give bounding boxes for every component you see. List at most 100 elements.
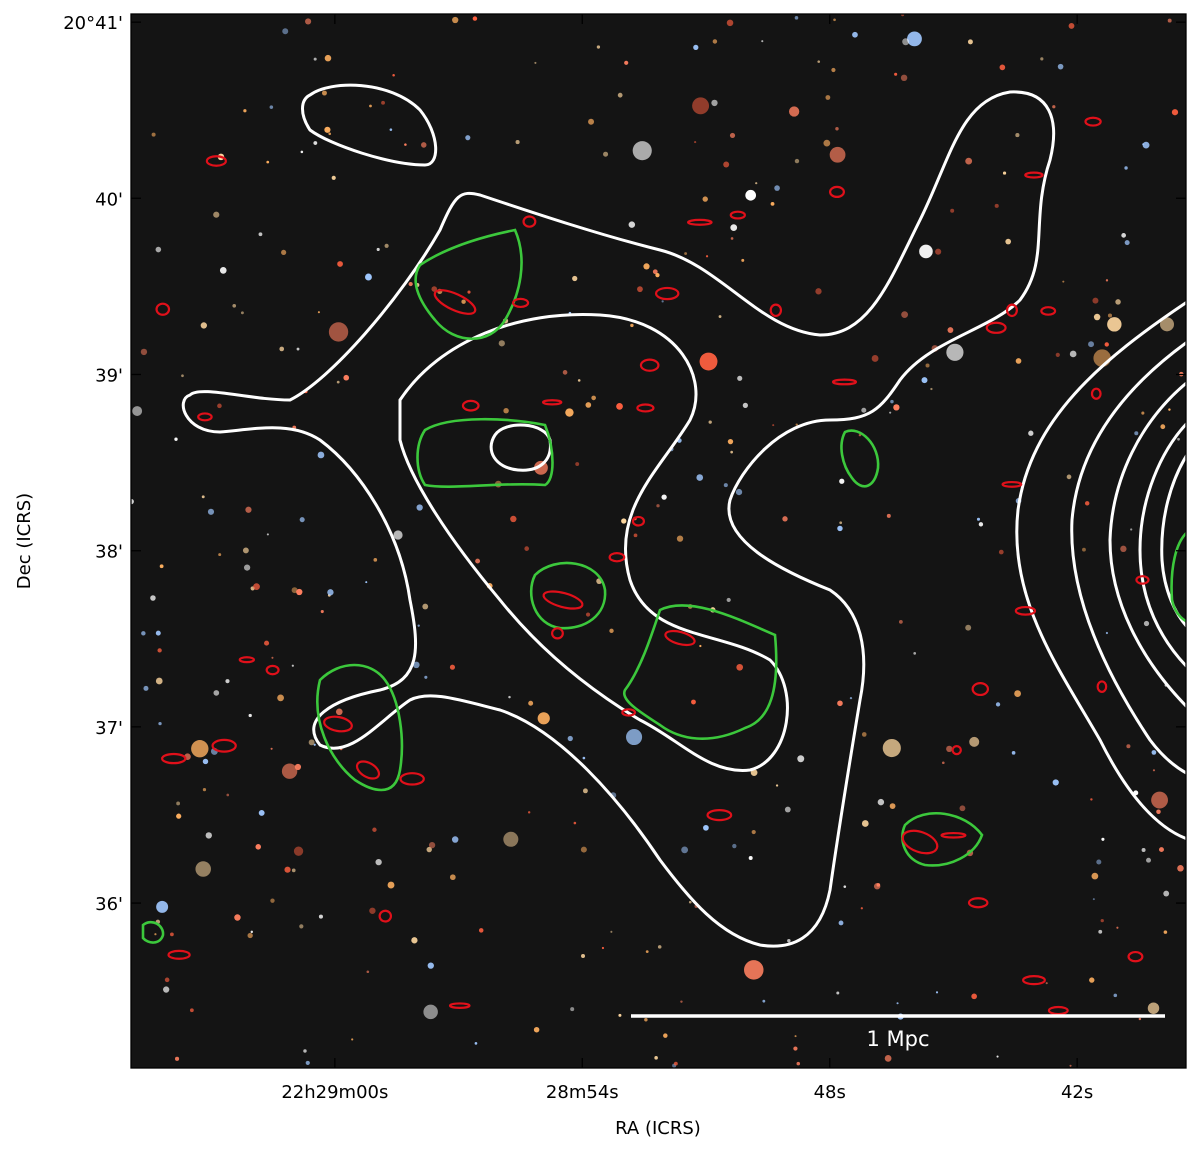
red-contour bbox=[167, 949, 191, 960]
star bbox=[1163, 890, 1170, 897]
red-contour bbox=[831, 378, 858, 386]
star bbox=[836, 991, 840, 995]
star bbox=[795, 423, 798, 426]
star bbox=[498, 340, 505, 347]
star bbox=[838, 920, 844, 926]
star bbox=[946, 745, 953, 753]
star bbox=[465, 135, 471, 141]
star bbox=[300, 150, 304, 154]
star bbox=[240, 311, 244, 315]
red-contour bbox=[378, 909, 393, 923]
star bbox=[580, 846, 587, 853]
star bbox=[861, 407, 867, 413]
star bbox=[376, 247, 380, 252]
green-contour bbox=[840, 429, 880, 488]
star bbox=[852, 31, 858, 38]
green-contour bbox=[901, 811, 984, 867]
sky-image bbox=[131, 14, 1186, 1068]
star bbox=[684, 252, 688, 255]
star bbox=[829, 146, 846, 163]
star bbox=[894, 72, 898, 76]
star bbox=[296, 347, 300, 351]
red-contour bbox=[399, 772, 425, 786]
white-contour bbox=[301, 83, 438, 167]
star bbox=[1092, 898, 1095, 901]
star bbox=[299, 517, 305, 523]
star bbox=[1151, 791, 1168, 809]
star bbox=[200, 322, 207, 329]
star bbox=[699, 644, 702, 648]
star bbox=[815, 288, 822, 295]
red-contour bbox=[1001, 480, 1023, 488]
red-contour bbox=[631, 515, 646, 527]
star bbox=[1084, 501, 1090, 506]
red-contour bbox=[1096, 680, 1108, 694]
star bbox=[234, 914, 241, 921]
star bbox=[351, 1038, 354, 1041]
red-contour bbox=[664, 629, 696, 647]
star bbox=[313, 743, 316, 746]
red-contour bbox=[522, 215, 537, 228]
red-contour bbox=[971, 682, 990, 697]
star bbox=[699, 352, 718, 371]
star bbox=[681, 846, 689, 854]
star bbox=[1066, 474, 1072, 480]
star bbox=[582, 756, 586, 760]
star bbox=[787, 938, 791, 943]
star bbox=[217, 403, 222, 409]
star bbox=[248, 713, 252, 718]
star bbox=[508, 695, 511, 699]
star bbox=[591, 395, 596, 401]
star bbox=[643, 263, 650, 270]
red-contour bbox=[265, 664, 280, 676]
star bbox=[860, 907, 863, 910]
star bbox=[151, 132, 156, 137]
star bbox=[132, 406, 143, 417]
star bbox=[565, 408, 574, 417]
star bbox=[694, 141, 697, 144]
star bbox=[253, 583, 260, 591]
star bbox=[774, 185, 780, 191]
star bbox=[902, 38, 910, 46]
star bbox=[577, 379, 581, 382]
star bbox=[131, 498, 134, 505]
star bbox=[626, 728, 643, 746]
star bbox=[213, 211, 220, 218]
star bbox=[510, 515, 517, 523]
red-contour bbox=[448, 1002, 471, 1009]
star bbox=[281, 249, 287, 256]
star bbox=[673, 1061, 678, 1066]
star bbox=[1105, 279, 1109, 282]
star bbox=[218, 553, 222, 557]
star bbox=[761, 40, 764, 43]
star bbox=[907, 31, 922, 47]
contours bbox=[141, 83, 1186, 1018]
star bbox=[823, 139, 831, 147]
star bbox=[243, 109, 247, 113]
green-contour bbox=[1170, 531, 1186, 623]
red-contour bbox=[1084, 116, 1102, 127]
star bbox=[581, 954, 586, 958]
star bbox=[871, 355, 879, 362]
red-contour bbox=[1024, 171, 1044, 179]
red-contour bbox=[155, 302, 171, 316]
star bbox=[424, 675, 428, 679]
star bbox=[630, 323, 634, 328]
star bbox=[392, 74, 395, 77]
star bbox=[585, 612, 591, 617]
star bbox=[527, 811, 531, 814]
star bbox=[503, 831, 519, 847]
star bbox=[242, 547, 249, 554]
white-contour bbox=[181, 90, 1056, 948]
red-contour bbox=[551, 627, 564, 640]
star-field bbox=[131, 14, 1184, 1068]
star bbox=[718, 315, 722, 318]
star bbox=[833, 18, 836, 22]
star bbox=[712, 39, 718, 44]
star bbox=[896, 1002, 899, 1005]
star bbox=[837, 525, 843, 532]
star bbox=[258, 232, 263, 237]
star bbox=[472, 16, 478, 21]
star bbox=[176, 801, 180, 806]
star bbox=[524, 546, 530, 551]
